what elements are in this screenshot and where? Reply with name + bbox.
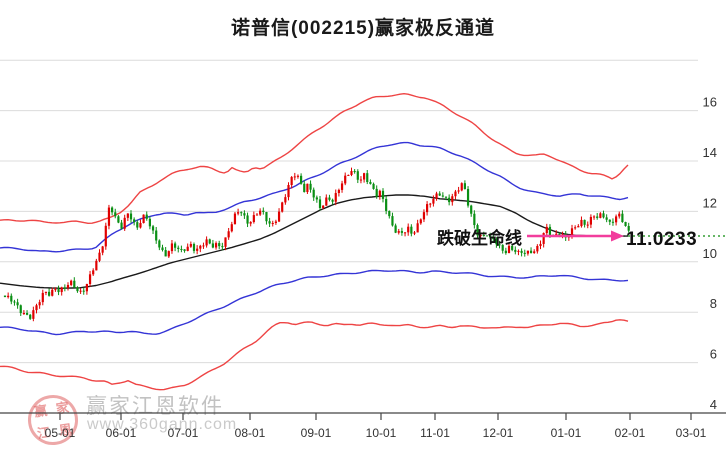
inner-rail-bottom-line xyxy=(0,269,629,336)
annotation-value: 11.0233 xyxy=(626,229,697,250)
svg-text:05-01: 05-01 xyxy=(45,426,76,440)
annotation-arrow-head xyxy=(611,230,624,242)
svg-text:6: 6 xyxy=(710,347,717,362)
svg-text:01-01: 01-01 xyxy=(551,426,582,440)
annotation-label: 跌破生命线 xyxy=(437,228,522,248)
svg-text:12-01: 12-01 xyxy=(483,426,514,440)
inner-rail-top-line xyxy=(0,141,629,253)
chart-title: 诺普信(002215)赢家极反通道 xyxy=(230,18,496,39)
svg-text:10: 10 xyxy=(703,246,717,261)
svg-text:14: 14 xyxy=(703,145,717,160)
watermark-url-text: www.360gann.com xyxy=(87,416,238,433)
y-axis-labels: 16 14 12 10 8 6 4 xyxy=(703,95,717,412)
watermark-brand-text: 赢家江恩软件 xyxy=(86,395,224,418)
life-line-line xyxy=(0,194,628,289)
svg-text:4: 4 xyxy=(710,397,717,412)
candlestick-series[interactable] xyxy=(3,167,630,322)
svg-text:16: 16 xyxy=(703,95,717,110)
svg-text:10-01: 10-01 xyxy=(366,426,397,440)
x-axis: 05-01 06-01 07-01 08-01 09-01 10-01 11-01 12-01… xyxy=(0,412,726,440)
svg-text:07-01: 07-01 xyxy=(168,426,199,440)
svg-text:06-01: 06-01 xyxy=(106,426,137,440)
outer-rail-top-line xyxy=(0,93,629,224)
svg-text:12: 12 xyxy=(703,195,717,210)
outer-rail-bottom-line xyxy=(0,319,629,391)
svg-text:11-01: 11-01 xyxy=(420,426,450,440)
svg-text:8: 8 xyxy=(710,296,717,311)
breakdown-annotation: 跌破生命线 11.0233 xyxy=(437,228,697,250)
svg-text:09-01: 09-01 xyxy=(301,426,332,440)
svg-text:02-01: 02-01 xyxy=(615,426,646,440)
svg-text:03-01: 03-01 xyxy=(676,426,707,440)
svg-text:08-01: 08-01 xyxy=(235,426,266,440)
